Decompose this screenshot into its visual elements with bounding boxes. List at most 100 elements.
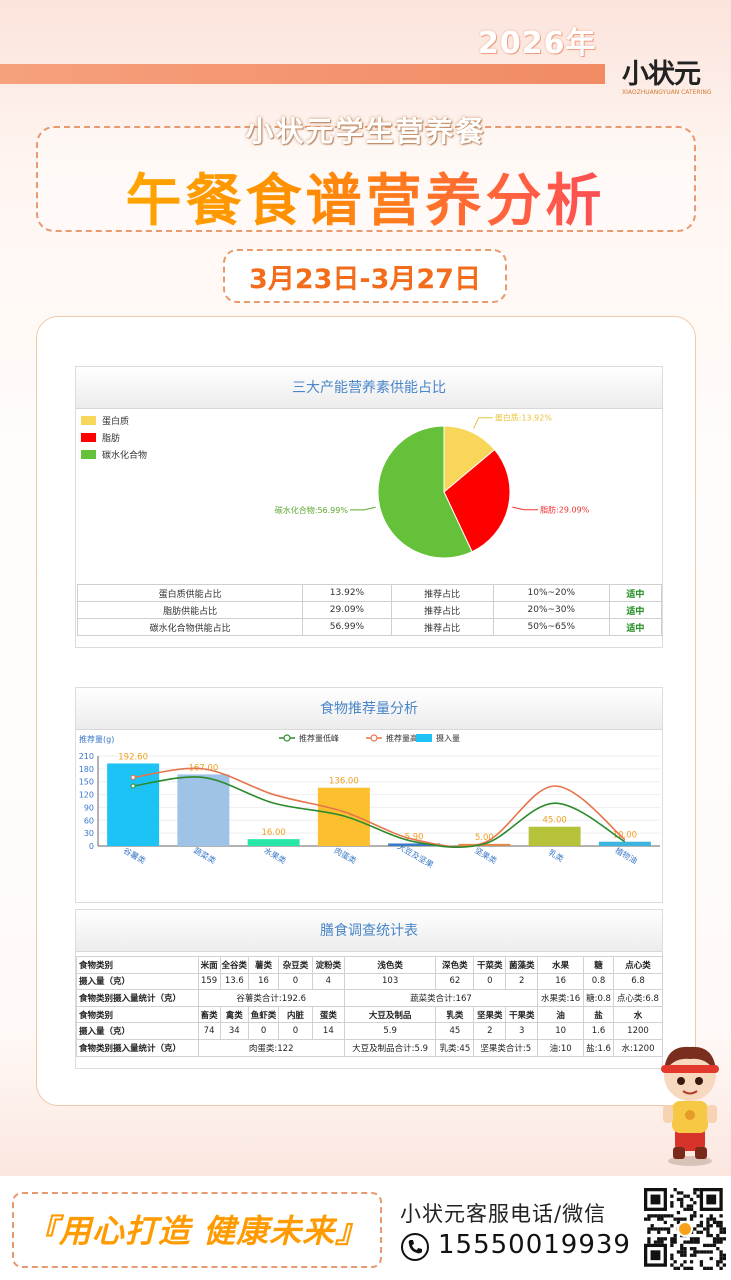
qr-module [703,1250,707,1254]
bar [247,839,300,846]
qr-module [676,1191,681,1195]
title-frame [36,126,696,232]
qr-module [709,1217,713,1221]
diet-cell: 74 [197,1022,221,1040]
qr-module [703,1227,707,1231]
x-tick-label: 蔬菜类 [192,845,218,866]
y-tick-label: 0 [89,842,94,851]
qr-module [693,1201,697,1205]
qr-module [689,1217,694,1221]
diet-cell: 乳类 [435,1005,475,1024]
x-tick-label: 水果类 [262,845,288,866]
diet-cell: 内脏 [278,1005,313,1024]
page-title: 午餐食谱营养分析 [0,156,731,237]
diet-cell: 米面 [197,956,221,974]
diet-total-cell: 点心类:6.8 [613,989,663,1007]
qr-module [666,1230,671,1234]
qr-module [706,1250,710,1254]
legend-protein: 蛋白质 [81,414,129,427]
legend-carb: 碳水化合物 [81,448,147,461]
diet-total-cell: 大豆及制品合计:5.9 [343,1038,437,1057]
pie-label-line [349,506,376,511]
diet-cell: 2 [473,1022,507,1040]
qr-module [680,1201,684,1205]
qr-module [719,1240,723,1244]
qr-code-icon[interactable] [644,1188,726,1270]
qr-module [657,1217,661,1221]
qr-module [683,1247,687,1251]
qr-module [673,1233,677,1238]
diet-cell: 淀粉类 [311,956,345,974]
date-frame [223,249,507,303]
diet-cell: 10 [537,1022,585,1040]
qr-module [666,1214,671,1218]
qr-module [693,1227,697,1231]
qr-finder-core [650,1250,661,1261]
qr-module [680,1247,684,1251]
qr-module [686,1207,690,1211]
qr-module [716,1240,720,1244]
qr-module [676,1217,681,1221]
legend-marker [370,734,378,742]
qr-module [696,1194,700,1198]
qr-module [686,1194,690,1198]
x-tick-label: 肉蛋类 [332,845,358,866]
diet-cell: 鱼虾类 [248,1005,280,1024]
qr-module [673,1240,677,1244]
qr-module [670,1224,674,1228]
diet-cell: 6.8 [613,972,663,991]
qr-module [676,1220,681,1225]
pie-label-line [473,417,493,429]
diet-cell: 103 [343,972,437,991]
qr-module [680,1243,684,1248]
series-line-low [133,776,626,848]
bar-data-label: 16.00 [261,828,285,838]
bar-data-label: 192.60 [118,752,148,762]
qr-module [716,1233,720,1238]
qr-module [693,1247,697,1251]
diet-cell: 全谷类 [219,956,250,974]
diet-stats-panel: 膳食调查统计表 食物类别 米面 全谷类 薯类 杂豆类 淀粉类 浅色类 深色类 干菜类 菌藻类 水果糖… [75,909,663,1069]
qr-module [716,1237,720,1241]
qr-module [670,1201,674,1205]
diet-total-cell: 油:10 [537,1038,585,1057]
qr-center-logo [679,1223,691,1235]
diet-cell: 2 [505,972,539,991]
qr-module [680,1250,684,1254]
qr-module [660,1217,664,1221]
qr-finder-core [650,1194,661,1205]
qr-module [693,1214,697,1218]
legend-swatch-fat [81,433,96,442]
ratio-row: 脂肪供能占比 29.09% 推荐占比 20%~30% 适中 [76,601,663,619]
legend-label: 推荐量低峰 [299,733,339,743]
phone-number-link[interactable]: 15550019939 [438,1230,631,1260]
qr-module [647,1240,651,1244]
qr-module [706,1220,710,1225]
qr-module [716,1260,720,1264]
diet-cell: 水 [613,1005,663,1024]
slogan-frame [12,1192,382,1268]
qr-module [696,1224,700,1228]
diet-value-row: 摄入量（克） 159 13.6 16 0 4 103 62 0 2 16 0.8 6.8 [76,972,663,991]
qr-module [670,1253,674,1257]
qr-module [657,1214,661,1218]
qr-module [670,1204,674,1208]
qr-module [680,1217,684,1221]
diet-cell: 4 [311,972,345,991]
bar [388,843,441,846]
qr-module [676,1266,681,1270]
y-tick-label: 120 [79,791,94,800]
qr-module [657,1237,661,1241]
pie-label-line [512,506,539,511]
y-tick-label: 210 [79,752,94,761]
ratio-cell-rec: 50%~65% [492,618,610,636]
legend-label: 蛋白质 [102,417,130,427]
diet-total-row: 食物类别摄入量统计（克） 肉蛋类:122 大豆及制品合计:5.9 乳类:45 坚果类合计… [76,1038,663,1057]
ratio-cell-status: 适中 [608,618,663,636]
diet-cell: 0.8 [583,972,614,991]
pie-panel-title: 三大产能营养素供能占比 [76,367,662,409]
qr-module [644,1217,648,1221]
y-tick-label: 180 [79,765,94,774]
bar [177,774,230,846]
diet-cell: 杂豆类 [278,956,313,974]
